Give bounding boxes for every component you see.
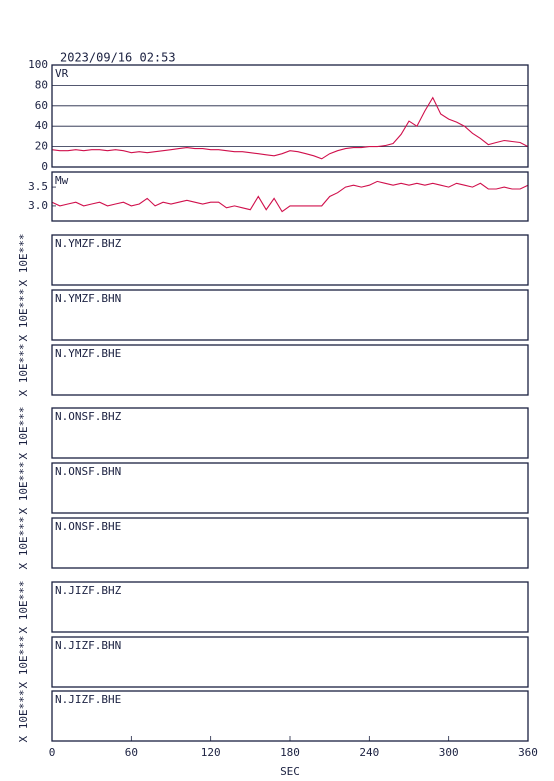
- y-axis-label: X 10E***: [17, 462, 30, 515]
- y-axis-label: X 10E***: [17, 344, 30, 397]
- panel-label: N.JIZF.BHN: [55, 639, 121, 652]
- panel-frame: [51, 581, 529, 633]
- panel-frame: [51, 462, 529, 514]
- x-tick-label: 120: [201, 746, 221, 759]
- panel-label: N.ONSF.BHE: [55, 520, 121, 533]
- panel-label: N.ONSF.BHN: [55, 465, 121, 478]
- panel-frame: [51, 289, 529, 341]
- panel-frame: [51, 234, 529, 286]
- y-tick-label: 0: [41, 160, 48, 173]
- panel-frame: [51, 344, 529, 396]
- y-tick-label: 60: [35, 99, 48, 112]
- y-axis-label: X 10E***: [17, 581, 30, 634]
- panel-label: Mw: [55, 174, 69, 187]
- panel-label: N.JIZF.BHE: [55, 693, 121, 706]
- y-tick-label: 3.0: [28, 199, 48, 212]
- data-line: [51, 180, 529, 213]
- panel-label: N.JIZF.BHZ: [55, 584, 122, 597]
- panel-label: N.ONSF.BHZ: [55, 410, 122, 423]
- y-axis-label: X 10E***: [17, 636, 30, 689]
- x-tick-label: 0: [49, 746, 56, 759]
- data-line: [51, 96, 529, 160]
- panel-frame: [51, 171, 529, 222]
- y-axis-label: X 10E***: [17, 517, 30, 570]
- panel-frame: [51, 636, 529, 688]
- y-tick-label: 80: [35, 78, 48, 91]
- x-tick-label: 300: [439, 746, 459, 759]
- panel-frame: [51, 517, 529, 569]
- timestamp: 2023/09/16 02:53: [60, 51, 176, 65]
- panel-frame: [51, 64, 529, 168]
- y-tick-label: 20: [35, 140, 48, 153]
- y-tick-label: 40: [35, 119, 48, 132]
- panel-label: N.YMZF.BHZ: [55, 237, 122, 250]
- x-axis-label: SEC: [280, 765, 300, 778]
- x-tick-label: 60: [125, 746, 138, 759]
- y-axis-label: X 10E***: [17, 690, 30, 743]
- panel-label: N.YMZF.BHE: [55, 347, 121, 360]
- x-tick-label: 240: [359, 746, 379, 759]
- panel-label: N.YMZF.BHN: [55, 292, 121, 305]
- panel-label: VR: [55, 67, 69, 80]
- x-tick-label: 180: [280, 746, 300, 759]
- panel-frame: [51, 407, 529, 459]
- y-axis-label: X 10E***: [17, 289, 30, 342]
- y-tick-label: 3.5: [28, 180, 48, 193]
- x-tick-label: 360: [518, 746, 538, 759]
- y-axis-label: X 10E***: [17, 407, 30, 460]
- y-axis-label: X 10E***: [17, 234, 30, 287]
- y-tick-label: 100: [28, 58, 48, 71]
- panel-frame: [51, 690, 529, 742]
